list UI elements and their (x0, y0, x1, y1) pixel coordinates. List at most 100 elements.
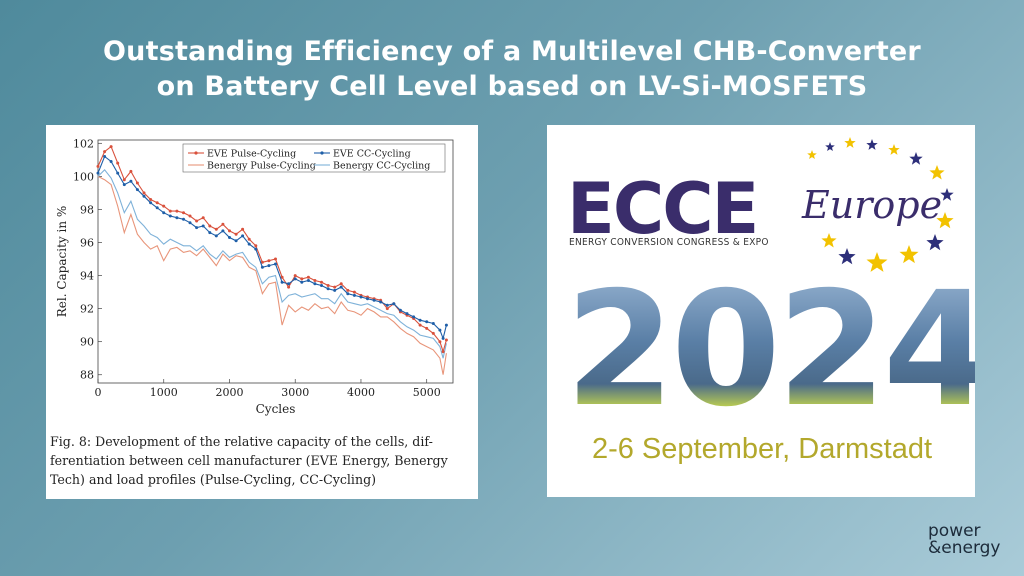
series-line-3 (97, 168, 447, 359)
series-0-point-17 (208, 224, 212, 228)
series-0-point-50 (425, 326, 429, 330)
series-1-point-6 (135, 188, 139, 192)
series-1-point-11 (168, 214, 172, 218)
brand-line-2: &energy (928, 538, 1001, 558)
series-1-point-52 (438, 328, 442, 332)
caption-line-1: Fig. 8: Development of the relative capa… (50, 434, 433, 449)
legend-marker-0 (194, 151, 198, 155)
figure-caption: Fig. 8: Development of the relative capa… (50, 432, 480, 489)
series-0-point-1 (103, 150, 107, 154)
series-1-point-35 (326, 287, 330, 291)
series-0-point-14 (188, 214, 192, 218)
y-tick-label-4: 96 (80, 236, 94, 249)
series-0-point-49 (418, 323, 422, 327)
series-0-point-54 (444, 338, 448, 342)
series-1-point-40 (359, 295, 363, 299)
y-tick-label-1: 90 (80, 336, 94, 349)
series-1-point-29 (287, 282, 291, 286)
series-1-point-48 (412, 315, 416, 319)
series-1-point-8 (149, 201, 153, 205)
series-1-point-32 (306, 279, 310, 282)
series-1-point-17 (208, 231, 212, 235)
legend-label-1: EVE CC-Cycling (333, 149, 411, 160)
series-1-point-50 (425, 320, 429, 324)
series-1-point-25 (260, 265, 264, 269)
brand-line-1: power (928, 521, 981, 541)
series-0-point-10 (162, 204, 166, 208)
series-1-point-18 (214, 234, 218, 238)
series-0-point-44 (385, 307, 389, 311)
series-1-point-31 (300, 280, 304, 284)
series-1-point-5 (129, 179, 133, 183)
y-axis-label: Rel. Capacity in % (55, 206, 69, 318)
series-0-point-24 (254, 244, 258, 248)
y-tick-label-5: 98 (80, 203, 94, 216)
caption-line-2: ferentiation between cell manufacturer (… (50, 453, 448, 468)
series-1-point-51 (431, 322, 435, 325)
series-1-point-24 (254, 247, 258, 251)
series-1-point-23 (247, 242, 251, 246)
series-0-point-15 (195, 219, 199, 223)
series-0-point-32 (306, 275, 310, 279)
series-1-point-3 (116, 171, 120, 175)
eu-stars-icon (807, 137, 954, 272)
y-tick-label-7: 102 (73, 137, 94, 150)
series-0-point-33 (313, 279, 317, 282)
legend-label-0: EVE Pulse-Cycling (207, 149, 296, 160)
legend-label-2: Benergy Pulse-Cycling (207, 161, 316, 172)
series-0-point-37 (339, 282, 343, 286)
power-energy-logo: power &energy (928, 523, 1001, 557)
series-1-point-47 (405, 312, 409, 316)
series-1-point-12 (175, 216, 179, 220)
series-1-point-10 (162, 211, 166, 215)
series-0-point-3 (116, 161, 120, 165)
series-1-point-28 (280, 280, 284, 284)
series-0-point-11 (168, 209, 172, 213)
series-1-point-34 (320, 284, 323, 287)
event-dates: 2-6 September, Darmstadt (591, 433, 933, 465)
slide-title-line-1: Outstanding Efficiency of a Multilevel C… (103, 36, 921, 67)
series-0-point-23 (247, 237, 251, 241)
capacity-chart: 0 1000 2000 3000 4000 5000 88 90 92 94 96 98 100 102 C… (55, 137, 454, 416)
series-0-point-6 (135, 181, 139, 185)
legend-box (182, 143, 446, 173)
x-tick-label-1: 1000 (150, 386, 178, 399)
event-year: 2024 (565, 265, 975, 435)
ecce-logo: ECCE (567, 168, 759, 250)
series-0-point-5 (129, 169, 133, 173)
series-0-point-38 (346, 288, 350, 292)
series-0-point-53 (441, 350, 445, 354)
series-line-2 (97, 175, 447, 375)
series-0-point-52 (438, 340, 442, 344)
series-0-point-8 (149, 198, 153, 201)
series-1-point-15 (195, 226, 199, 230)
x-tick-label-0: 0 (95, 386, 102, 399)
series-0-point-21 (234, 232, 238, 236)
series-1-point-14 (188, 221, 192, 225)
series-0-point-29 (287, 285, 291, 289)
x-axis-label: Cycles (256, 402, 296, 416)
series-0-point-16 (201, 216, 205, 220)
series-1-point-33 (313, 282, 317, 286)
series-0-point-39 (352, 290, 356, 294)
series-1-point-45 (392, 302, 396, 306)
series-1-point-22 (241, 234, 245, 238)
y-tick-label-6: 100 (73, 170, 94, 183)
series-0-point-26 (267, 259, 271, 263)
ecce-event-card: ECCE Europe ENERGY CONVERSION CONGRESS &… (547, 125, 975, 497)
series-1-point-49 (418, 318, 422, 322)
series-1-point-38 (346, 292, 350, 296)
legend-label-3: Benergy CC-Cycling (333, 161, 430, 172)
series-0-point-0 (96, 164, 100, 168)
series-0-point-51 (431, 331, 435, 335)
series-1-point-4 (122, 183, 126, 187)
series-1-point-42 (372, 298, 376, 302)
series-1-point-1 (103, 155, 107, 158)
x-tick-label-3: 3000 (281, 386, 309, 399)
series-1-point-53 (441, 336, 445, 340)
series-1-point-2 (109, 160, 113, 163)
series-0-point-18 (214, 227, 218, 231)
series-1-point-46 (398, 308, 402, 312)
x-tick-label-4: 4000 (347, 386, 375, 399)
caption-line-3: Tech) and load profiles (Pulse-Cycling, … (50, 472, 377, 487)
